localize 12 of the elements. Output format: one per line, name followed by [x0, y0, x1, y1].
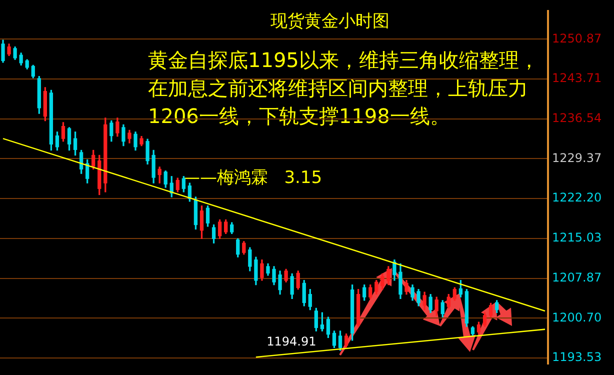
- y-tick-label: 1250.87: [552, 31, 602, 46]
- y-tick-label: 1193.53: [552, 350, 602, 364]
- y-tick-label: 1222.20: [552, 190, 602, 205]
- annotation: ——梅鸿霖 3.15: [183, 167, 322, 189]
- y-tick-label: 1243.71: [552, 71, 602, 86]
- y-tick-label: 1215.03: [552, 230, 602, 245]
- y-tick-label: 1229.37: [552, 150, 602, 165]
- y-tick-label: 1200.70: [552, 310, 602, 324]
- y-tick-label: 1207.87: [552, 270, 602, 284]
- annotation: 1194.91: [266, 334, 316, 349]
- y-tick-label: 1236.54: [552, 110, 602, 125]
- chart-title: 现货黄金小时图: [270, 11, 390, 32]
